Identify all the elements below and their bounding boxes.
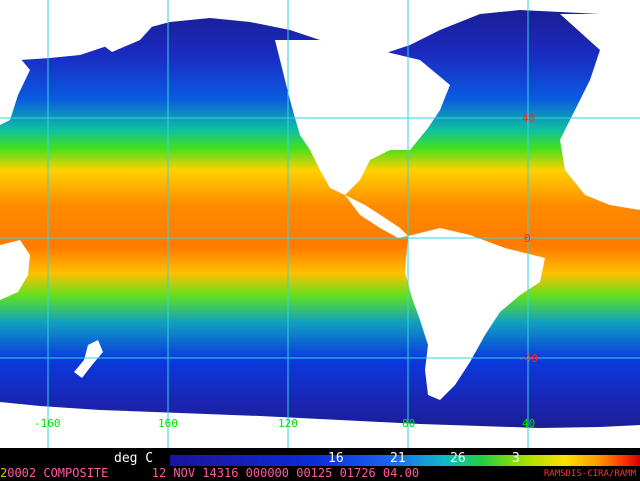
colorbar-tick-label: 26 [450,451,466,466]
lon-label: 40 [522,417,535,430]
footer-prefix: 2 [0,466,8,480]
land-central-america [345,195,408,238]
land-europe-africa [560,14,640,210]
colorbar-tick-label: 21 [390,451,406,466]
lat-label: -40 [518,352,538,365]
footer-credit: RAMSDIS-CIRA/RAMM [543,469,636,479]
lon-label: -160 [34,417,61,430]
colorbar-tick-label: 3 [512,451,520,466]
temperature-colorbar [112,455,640,467]
graticule [0,0,640,448]
land-antarctica [0,402,640,448]
lat-label: 0 [524,232,531,245]
sst-map: -160 160 120 80 40 40 0 -40 [0,0,640,448]
land-australia [0,240,30,300]
land-new-zealand [74,340,103,378]
footer-text: 0002 COMPOSITE 12 NOV 14316 000000 00125… [7,466,420,480]
lon-label: 120 [278,417,298,430]
lon-label: 80 [402,417,415,430]
lon-label: 160 [158,417,178,430]
top-land-band [0,0,640,62]
land-alaska [95,0,160,52]
colorbar-unit-label: deg C [112,452,170,467]
land-south-america [405,228,545,400]
colorbar-tick-label: 16 [328,451,344,466]
lat-label: 40 [522,112,535,125]
image-metadata-footer: 20002 COMPOSITE 12 NOV 14316 000000 0012… [0,466,640,480]
land-asia [0,58,30,125]
